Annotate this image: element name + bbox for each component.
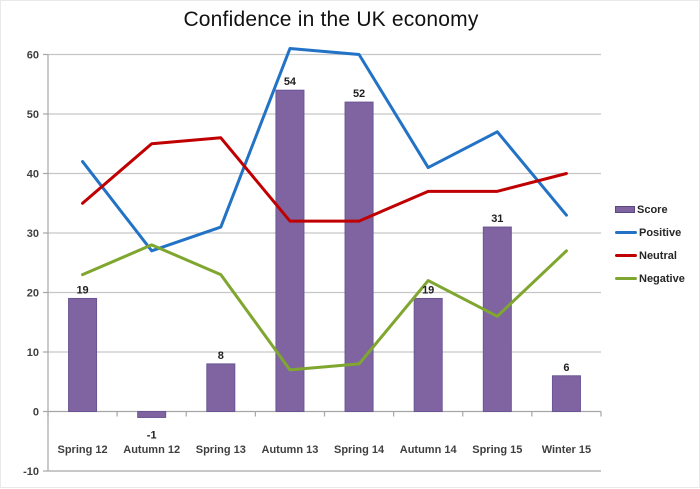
chart-title: Confidence in the UK economy <box>183 8 479 31</box>
y-axis-tick-label: 50 <box>27 109 39 121</box>
bar-value-label: 19 <box>76 284 88 296</box>
bar-value-label: -1 <box>147 429 157 441</box>
line-positive <box>81 47 568 253</box>
legend-label: Positive <box>639 226 682 239</box>
legend-line-swatch <box>615 231 637 234</box>
legend-label: Negative <box>639 272 685 285</box>
y-axis-tick-label: 20 <box>27 288 39 300</box>
x-axis-label: Autumn 13 <box>262 444 319 456</box>
legend-item-neutral: Neutral <box>615 248 685 263</box>
score-bar <box>551 375 581 412</box>
score-bar <box>413 297 443 413</box>
x-axis-label: Spring 14 <box>334 444 385 456</box>
y-axis-tick-label: 0 <box>33 407 39 419</box>
x-axis-label: Autumn 12 <box>123 444 180 456</box>
y-axis-tick-label: 60 <box>27 50 39 62</box>
legend-label: Score <box>637 203 668 216</box>
line-neutral <box>81 136 568 223</box>
y-axis-tick-label: -10 <box>23 466 39 478</box>
x-axis-label: Spring 15 <box>472 444 522 456</box>
x-axis-label: Spring 13 <box>196 444 246 456</box>
bar-value-label: 52 <box>353 88 365 100</box>
x-axis-label: Winter 15 <box>542 444 591 456</box>
y-axis-tick-label: 40 <box>27 169 39 181</box>
y-axis-tick-label: 10 <box>27 347 39 359</box>
legend-bar-swatch <box>615 206 635 213</box>
chart-legend: Score Positive Neutral Negative <box>615 202 685 286</box>
score-bar <box>137 411 167 418</box>
score-bar <box>206 363 236 412</box>
y-axis-tick-label: 30 <box>27 228 39 240</box>
score-bar <box>275 89 305 412</box>
x-axis-label: Autumn 14 <box>400 444 458 456</box>
bar-value-label: 19 <box>422 284 434 296</box>
legend-line-swatch <box>615 254 637 257</box>
line-negative <box>81 243 568 372</box>
bar-value-label: 31 <box>491 213 503 225</box>
score-bar <box>482 226 512 412</box>
bar-value-label: 8 <box>218 350 224 362</box>
legend-item-negative: Negative <box>615 271 685 286</box>
score-bar <box>344 101 374 412</box>
legend-item-positive: Positive <box>615 225 685 240</box>
x-axis-label: Spring 12 <box>58 444 108 456</box>
legend-line-swatch <box>615 277 637 280</box>
bar-value-label: 6 <box>563 362 569 374</box>
bar-value-label: 54 <box>284 76 297 88</box>
legend-item-score: Score <box>615 202 685 217</box>
legend-label: Neutral <box>639 249 677 262</box>
score-bar <box>68 297 98 413</box>
